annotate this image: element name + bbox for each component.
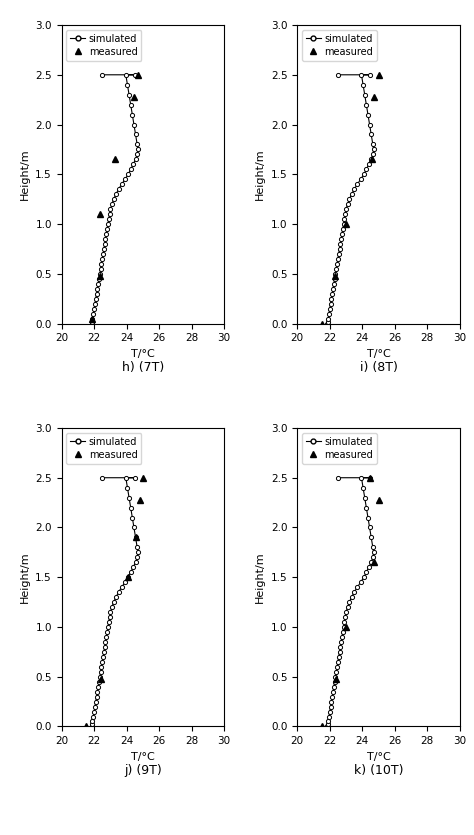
X-axis label: T/°C: T/°C bbox=[367, 349, 391, 359]
Y-axis label: Height/m: Height/m bbox=[255, 551, 265, 603]
Legend: simulated, measured: simulated, measured bbox=[66, 30, 141, 61]
Y-axis label: Height/m: Height/m bbox=[20, 149, 30, 200]
Text: j) (9T): j) (9T) bbox=[124, 764, 162, 777]
X-axis label: T/°C: T/°C bbox=[131, 349, 155, 359]
Y-axis label: Height/m: Height/m bbox=[20, 551, 30, 603]
Text: i) (8T): i) (8T) bbox=[360, 361, 398, 374]
X-axis label: T/°C: T/°C bbox=[131, 752, 155, 762]
Legend: simulated, measured: simulated, measured bbox=[302, 433, 377, 463]
X-axis label: T/°C: T/°C bbox=[367, 752, 391, 762]
Y-axis label: Height/m: Height/m bbox=[255, 149, 265, 200]
Legend: simulated, measured: simulated, measured bbox=[302, 30, 377, 61]
Text: h) (7T): h) (7T) bbox=[122, 361, 164, 374]
Text: k) (10T): k) (10T) bbox=[354, 764, 403, 777]
Legend: simulated, measured: simulated, measured bbox=[66, 433, 141, 463]
